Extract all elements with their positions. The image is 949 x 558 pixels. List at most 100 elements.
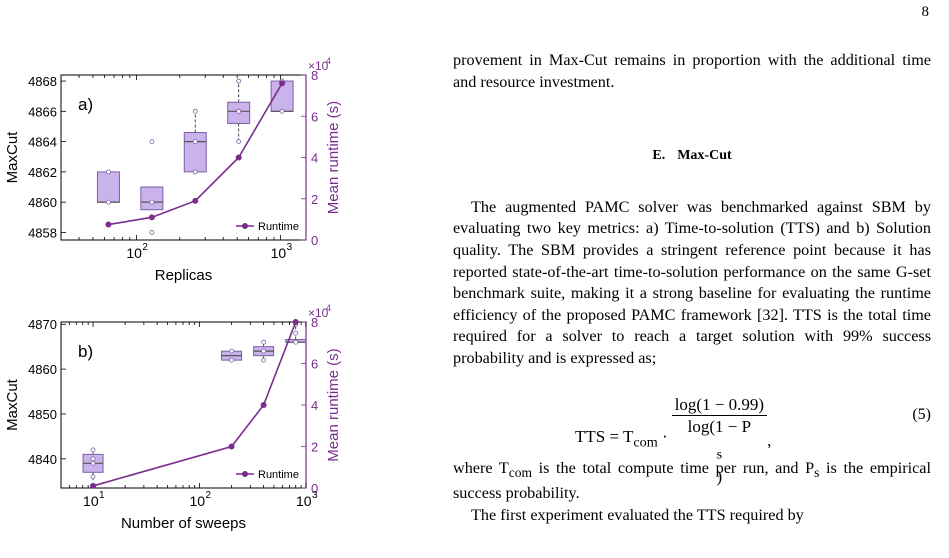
runtime-point <box>192 197 199 204</box>
right-multiplier-exp: 4 <box>326 303 331 313</box>
runtime-point <box>235 154 242 161</box>
y2-tick-label: 6 <box>311 357 318 372</box>
x-tick-exponent: 3 <box>287 242 293 253</box>
y2-tick-label: 4 <box>311 398 318 413</box>
eq-lhs: TTS = T <box>575 427 634 447</box>
runtime-point <box>90 482 97 489</box>
y2-axis-label: Mean runtime (s) <box>325 348 342 461</box>
box-point <box>229 348 234 354</box>
box-point <box>149 230 155 235</box>
y-tick-label: 4860 <box>28 195 57 210</box>
runtime-point <box>105 221 112 228</box>
x-tick-exponent: 2 <box>206 490 212 501</box>
where-b: is the total compute time per run, and P <box>532 458 815 477</box>
section-heading: E. Max-Cut <box>453 145 931 167</box>
box-point <box>192 169 198 175</box>
box-point <box>261 339 267 345</box>
eq-fraction: log(1 − 0.99) log(1 − P s) <box>671 394 768 488</box>
panel-label: a) <box>78 95 93 114</box>
eq-dot: · <box>657 427 668 447</box>
eq-den-post: ) <box>716 466 723 486</box>
y-tick-label: 4850 <box>28 407 57 422</box>
box-point <box>261 348 267 354</box>
where-a-sub: com <box>508 464 533 480</box>
where-c: is the empirical success probability. <box>453 458 931 503</box>
box-point <box>279 108 285 114</box>
box-point <box>149 139 155 145</box>
right-multiplier: ×10 <box>308 59 329 73</box>
eq-den-pre: log(1 − P <box>687 417 752 437</box>
paragraph-where: where Tcom is the total compute time per… <box>453 458 931 505</box>
y2-tick-label: 8 <box>311 68 318 83</box>
plot-frame <box>60 74 307 241</box>
panel-b: 10 1 10 2 10 3484048504860487002468×104MaxCut… <box>4 303 342 532</box>
equation-number: (5) <box>912 405 931 423</box>
runtime-line <box>92 321 297 487</box>
runtime-point <box>292 319 299 325</box>
y-tick-label: 4864 <box>28 135 57 150</box>
section-label: E. <box>652 148 666 164</box>
runtime-point <box>260 402 267 408</box>
y-axis-label: MaxCut <box>4 131 21 184</box>
x-tick-label: 10 <box>126 245 142 261</box>
y2-tick-label: 6 <box>311 109 318 124</box>
x-tick-label: 10 <box>190 493 206 509</box>
y-tick-label: 4840 <box>28 452 57 467</box>
box-point <box>90 474 96 480</box>
box-point <box>90 460 96 466</box>
box-point <box>192 139 198 145</box>
panel-a: 10 2 10 348584860486248644866486802468×104M… <box>4 56 342 284</box>
y-tick-label: 4868 <box>28 74 57 89</box>
x-tick-label: 10 <box>83 493 99 509</box>
legend-label: Runtime <box>258 469 299 481</box>
y2-tick-label: 8 <box>311 315 318 330</box>
y2-tick-label: 0 <box>311 233 318 248</box>
x-tick-exponent: 1 <box>99 490 105 501</box>
box-point <box>293 339 299 345</box>
box-point <box>106 199 111 205</box>
box <box>183 132 207 173</box>
x-axis-label: Number of sweeps <box>121 515 246 532</box>
y-axis-label: MaxCut <box>4 378 21 431</box>
y2-tick-label: 2 <box>311 192 318 207</box>
y-tick-label: 4860 <box>28 362 57 377</box>
paragraph-continuation: provement in Max-Cut remains in proporti… <box>453 51 931 91</box>
eq-denominator: log(1 − P s) <box>672 416 767 487</box>
y-tick-label: 4858 <box>28 225 57 240</box>
x-tick-exponent: 3 <box>312 490 318 501</box>
y2-tick-label: 2 <box>311 440 318 455</box>
y2-tick-label: 0 <box>311 481 318 496</box>
where-b-sub: s <box>814 464 820 480</box>
paragraph-benchmark: The augmented PAMC solver was benchmarke… <box>453 197 931 367</box>
y-tick-label: 4870 <box>28 317 57 332</box>
box-point <box>192 108 198 114</box>
box-point <box>229 357 234 363</box>
x-tick-label: 10 <box>271 245 287 261</box>
right-multiplier: ×10 <box>308 306 329 320</box>
y2-tick-label: 4 <box>311 151 318 166</box>
x-tick-exponent: 2 <box>142 242 148 253</box>
eq-den-sub: s <box>716 446 723 463</box>
x-tick-label: 10 <box>296 493 312 509</box>
box <box>96 171 120 203</box>
y-tick-label: 4862 <box>28 165 57 180</box>
panel-label: b) <box>78 342 93 361</box>
box <box>140 186 164 211</box>
legend-marker <box>242 223 248 229</box>
runtime-point <box>228 443 235 450</box>
text-column: provement in Max-Cut remains in proporti… <box>453 50 931 527</box>
runtime-point <box>279 80 286 87</box>
eq-tail: , <box>767 430 772 450</box>
legend-label: Runtime <box>258 221 299 233</box>
paragraph-first-experiment: The first experiment evaluated the TTS r… <box>471 505 804 524</box>
box-point <box>106 169 111 175</box>
figure: 10 2 10 348584860486248644866486802468×104M… <box>4 56 342 532</box>
legend-marker <box>242 471 248 477</box>
x-axis-label: Replicas <box>155 267 213 284</box>
section-title: Max-Cut <box>677 148 732 164</box>
right-multiplier-exp: 4 <box>326 56 331 66</box>
y2-axis-label: Mean runtime (s) <box>325 101 342 214</box>
box-point <box>293 330 299 336</box>
where-a: where T <box>453 458 509 477</box>
